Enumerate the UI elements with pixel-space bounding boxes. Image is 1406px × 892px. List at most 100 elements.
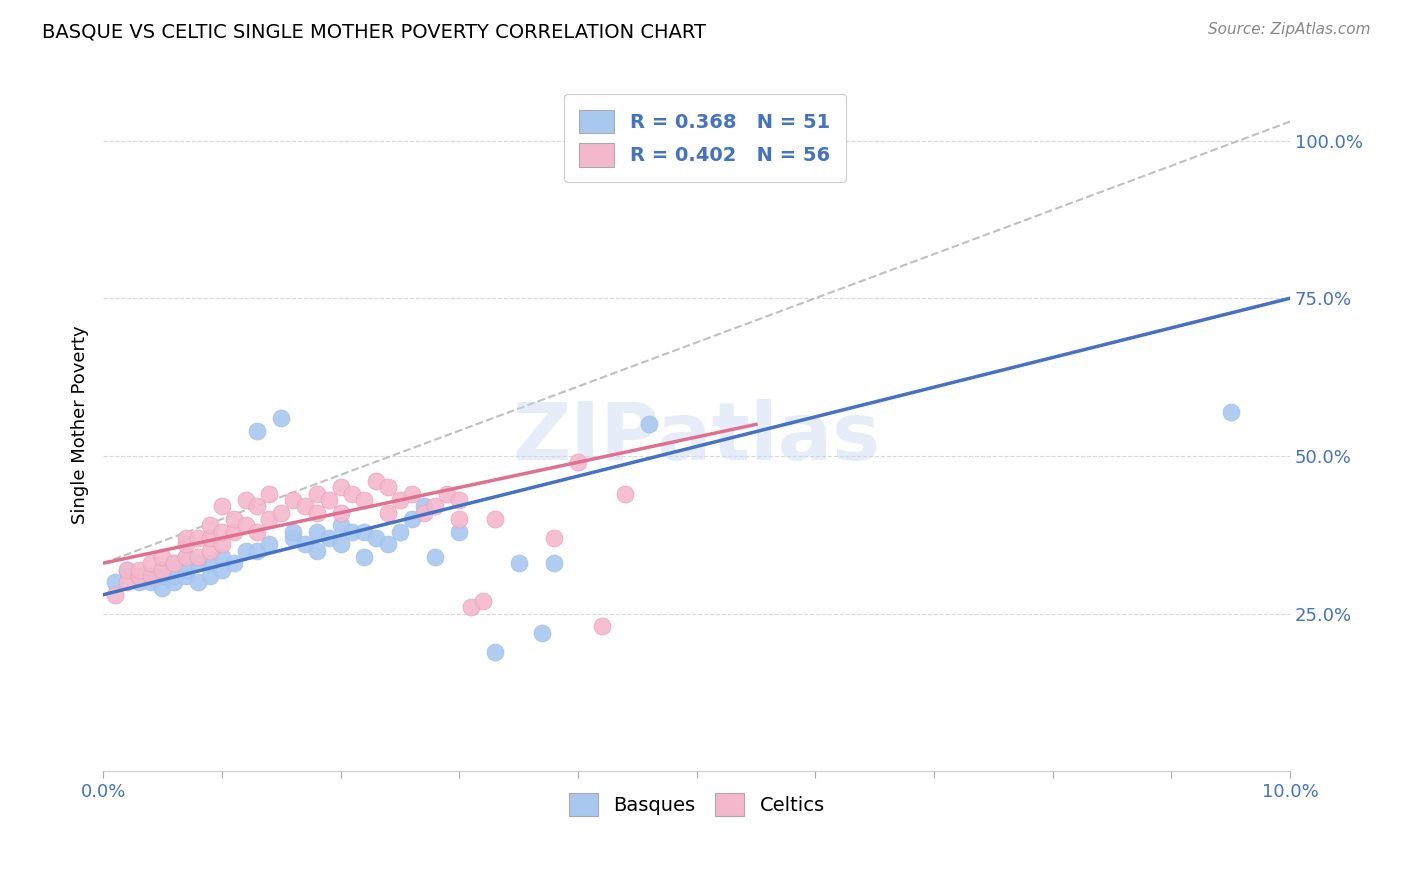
Point — [342, 487, 364, 501]
Point — [281, 524, 304, 539]
Point — [270, 411, 292, 425]
Point — [531, 625, 554, 640]
Point — [614, 487, 637, 501]
Point — [436, 487, 458, 501]
Point — [388, 493, 411, 508]
Point — [152, 549, 174, 564]
Point — [449, 512, 471, 526]
Point — [342, 524, 364, 539]
Point — [128, 562, 150, 576]
Point — [198, 518, 221, 533]
Point — [353, 549, 375, 564]
Point — [163, 556, 186, 570]
Point — [152, 562, 174, 576]
Legend: Basques, Celtics: Basques, Celtics — [561, 785, 832, 824]
Point — [318, 493, 340, 508]
Point — [211, 562, 233, 576]
Point — [329, 537, 352, 551]
Point — [401, 512, 423, 526]
Point — [128, 575, 150, 590]
Point — [377, 506, 399, 520]
Point — [152, 562, 174, 576]
Text: Source: ZipAtlas.com: Source: ZipAtlas.com — [1208, 22, 1371, 37]
Point — [198, 531, 221, 545]
Point — [425, 500, 447, 514]
Point — [294, 537, 316, 551]
Point — [128, 569, 150, 583]
Point — [187, 575, 209, 590]
Point — [318, 531, 340, 545]
Point — [305, 506, 328, 520]
Point — [174, 531, 197, 545]
Point — [104, 575, 127, 590]
Point — [353, 524, 375, 539]
Point — [508, 556, 530, 570]
Point — [246, 543, 269, 558]
Point — [294, 500, 316, 514]
Point — [449, 493, 471, 508]
Point — [412, 506, 434, 520]
Point — [211, 500, 233, 514]
Text: BASQUE VS CELTIC SINGLE MOTHER POVERTY CORRELATION CHART: BASQUE VS CELTIC SINGLE MOTHER POVERTY C… — [42, 22, 706, 41]
Point — [329, 506, 352, 520]
Point — [567, 455, 589, 469]
Point — [211, 549, 233, 564]
Point — [401, 487, 423, 501]
Point — [638, 417, 661, 432]
Point — [174, 562, 197, 576]
Point — [246, 500, 269, 514]
Point — [484, 644, 506, 658]
Point — [329, 518, 352, 533]
Point — [174, 549, 197, 564]
Point — [246, 424, 269, 438]
Y-axis label: Single Mother Poverty: Single Mother Poverty — [72, 325, 89, 524]
Point — [198, 569, 221, 583]
Point — [1219, 405, 1241, 419]
Point — [377, 537, 399, 551]
Point — [235, 518, 257, 533]
Point — [115, 575, 138, 590]
Point — [139, 556, 162, 570]
Point — [305, 524, 328, 539]
Point — [222, 512, 245, 526]
Point — [174, 549, 197, 564]
Point — [115, 562, 138, 576]
Point — [174, 537, 197, 551]
Point — [104, 588, 127, 602]
Point — [449, 524, 471, 539]
Point — [259, 512, 281, 526]
Point — [412, 500, 434, 514]
Point — [246, 524, 269, 539]
Point — [366, 474, 388, 488]
Point — [211, 524, 233, 539]
Point — [591, 619, 613, 633]
Point — [222, 556, 245, 570]
Point — [543, 556, 565, 570]
Point — [139, 575, 162, 590]
Point — [281, 493, 304, 508]
Point — [259, 487, 281, 501]
Point — [281, 531, 304, 545]
Point — [198, 543, 221, 558]
Point — [211, 537, 233, 551]
Point — [305, 543, 328, 558]
Point — [174, 569, 197, 583]
Point — [152, 582, 174, 596]
Point — [187, 556, 209, 570]
Point — [152, 569, 174, 583]
Point — [460, 600, 482, 615]
Point — [198, 556, 221, 570]
Point — [329, 481, 352, 495]
Point — [388, 524, 411, 539]
Point — [115, 562, 138, 576]
Point — [305, 487, 328, 501]
Point — [139, 569, 162, 583]
Point — [222, 524, 245, 539]
Point — [187, 531, 209, 545]
Point — [163, 575, 186, 590]
Point — [259, 537, 281, 551]
Point — [128, 569, 150, 583]
Point — [377, 481, 399, 495]
Point — [425, 549, 447, 564]
Point — [163, 556, 186, 570]
